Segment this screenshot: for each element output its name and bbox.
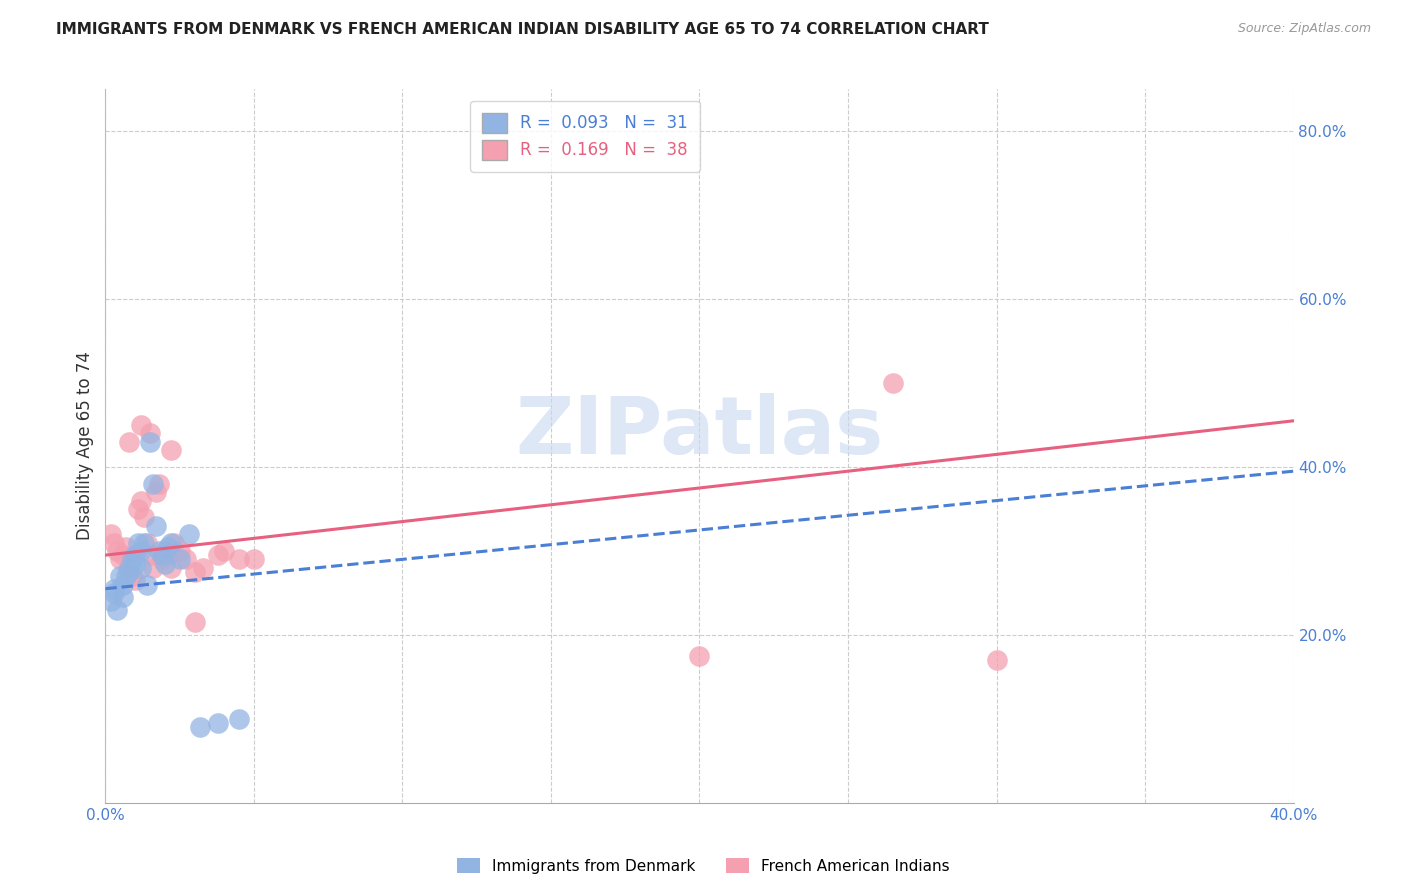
Point bbox=[142, 560, 165, 574]
Point bbox=[139, 548, 162, 562]
Point bbox=[100, 594, 122, 608]
Point bbox=[100, 527, 122, 541]
Point bbox=[214, 544, 236, 558]
Point bbox=[148, 476, 170, 491]
Point bbox=[193, 560, 215, 574]
Point bbox=[118, 560, 141, 574]
Point bbox=[169, 552, 191, 566]
Point bbox=[207, 716, 229, 731]
Point bbox=[986, 653, 1008, 667]
Point bbox=[142, 476, 165, 491]
Point bbox=[882, 376, 904, 390]
Point bbox=[127, 535, 149, 549]
Point bbox=[159, 443, 181, 458]
Text: ZIPatlas: ZIPatlas bbox=[516, 392, 883, 471]
Point bbox=[148, 544, 170, 558]
Legend: R =  0.093   N =  31, R =  0.169   N =  38: R = 0.093 N = 31, R = 0.169 N = 38 bbox=[470, 101, 700, 172]
Legend: Immigrants from Denmark, French American Indians: Immigrants from Denmark, French American… bbox=[450, 852, 956, 880]
Point bbox=[228, 552, 250, 566]
Point bbox=[136, 577, 159, 591]
Point bbox=[124, 557, 146, 571]
Point bbox=[103, 535, 125, 549]
Point bbox=[169, 544, 191, 558]
Point bbox=[115, 540, 138, 554]
Y-axis label: Disability Age 65 to 74: Disability Age 65 to 74 bbox=[76, 351, 94, 541]
Point bbox=[139, 426, 162, 441]
Point bbox=[118, 560, 141, 574]
Point bbox=[124, 548, 146, 562]
Point bbox=[183, 615, 205, 630]
Point bbox=[689, 648, 711, 663]
Point bbox=[156, 540, 179, 554]
Point bbox=[145, 518, 167, 533]
Point bbox=[121, 569, 143, 583]
Point bbox=[163, 535, 186, 549]
Point bbox=[183, 565, 205, 579]
Point bbox=[121, 552, 143, 566]
Point bbox=[110, 569, 132, 583]
Point bbox=[145, 485, 167, 500]
Point bbox=[159, 560, 181, 574]
Point bbox=[150, 548, 173, 562]
Point bbox=[129, 417, 152, 432]
Point bbox=[112, 548, 135, 562]
Text: IMMIGRANTS FROM DENMARK VS FRENCH AMERICAN INDIAN DISABILITY AGE 65 TO 74 CORREL: IMMIGRANTS FROM DENMARK VS FRENCH AMERIC… bbox=[56, 22, 988, 37]
Point bbox=[110, 552, 132, 566]
Point bbox=[132, 510, 155, 524]
Point bbox=[112, 590, 135, 604]
Point bbox=[132, 535, 155, 549]
Point bbox=[129, 560, 152, 574]
Point bbox=[105, 544, 128, 558]
Point bbox=[127, 502, 149, 516]
Point bbox=[190, 720, 212, 734]
Point bbox=[129, 544, 152, 558]
Point bbox=[159, 535, 181, 549]
Point bbox=[136, 535, 159, 549]
Point bbox=[228, 712, 250, 726]
Point bbox=[115, 569, 138, 583]
Point bbox=[174, 552, 197, 566]
Point bbox=[103, 586, 125, 600]
Point bbox=[207, 548, 229, 562]
Text: Source: ZipAtlas.com: Source: ZipAtlas.com bbox=[1237, 22, 1371, 36]
Point bbox=[177, 527, 200, 541]
Point bbox=[112, 577, 135, 591]
Point bbox=[156, 548, 179, 562]
Point bbox=[153, 557, 176, 571]
Point bbox=[118, 434, 141, 449]
Point bbox=[105, 603, 128, 617]
Point bbox=[103, 582, 125, 596]
Point bbox=[243, 552, 266, 566]
Point bbox=[153, 544, 176, 558]
Point bbox=[139, 434, 162, 449]
Point bbox=[150, 552, 173, 566]
Point bbox=[129, 493, 152, 508]
Point bbox=[124, 574, 146, 588]
Point bbox=[118, 565, 141, 579]
